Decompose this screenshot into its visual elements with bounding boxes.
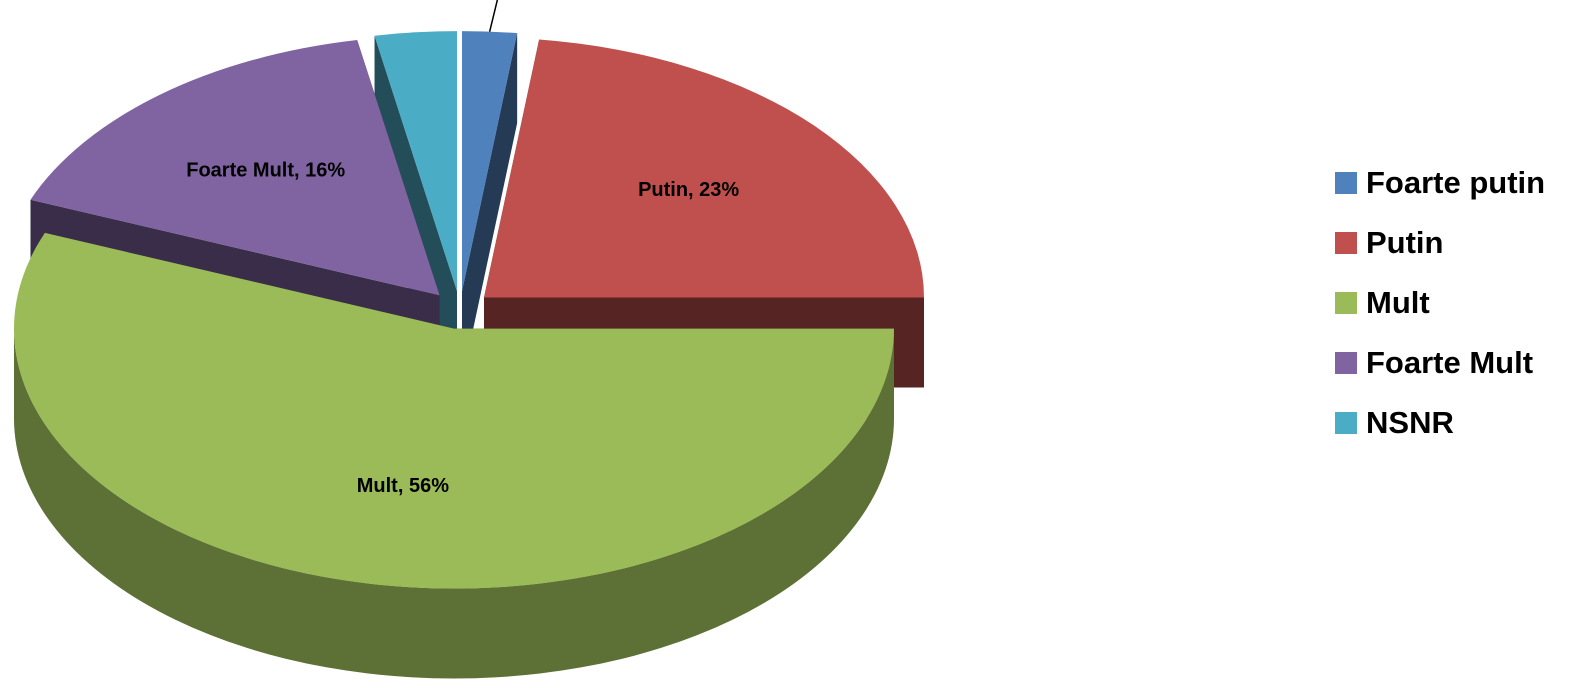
legend-label: Mult: [1366, 285, 1430, 320]
slice: [484, 39, 925, 298]
legend-swatch: [1335, 172, 1357, 194]
legend-label: Putin: [1366, 225, 1444, 260]
legend-label: Foarte Mult: [1366, 345, 1533, 380]
data-label: Putin, 23%: [638, 179, 739, 201]
slice-side: [14, 328, 895, 679]
legend-swatch: [1335, 352, 1357, 374]
slice: [30, 40, 440, 296]
data-label: Mult, 56%: [357, 475, 449, 497]
data-labels: Foarte putin, 2%Putin, 23%Mult, 56%Foart…: [186, 0, 739, 497]
legend-swatch: [1335, 292, 1357, 314]
slice: [374, 31, 457, 292]
data-label: Foarte Mult, 16%: [186, 160, 345, 182]
slice: [462, 31, 518, 292]
leader-line: [488, 0, 499, 32]
legend-label: NSNR: [1366, 405, 1454, 440]
pie: [14, 31, 925, 679]
legend-swatch: [1335, 232, 1357, 254]
legend: Foarte putin Putin Mult Foarte Mult NSNR: [1335, 165, 1545, 440]
legend-label: Foarte putin: [1366, 165, 1545, 200]
legend-swatch: [1335, 412, 1357, 434]
slice-wall: [462, 33, 518, 382]
slice: [14, 232, 895, 589]
